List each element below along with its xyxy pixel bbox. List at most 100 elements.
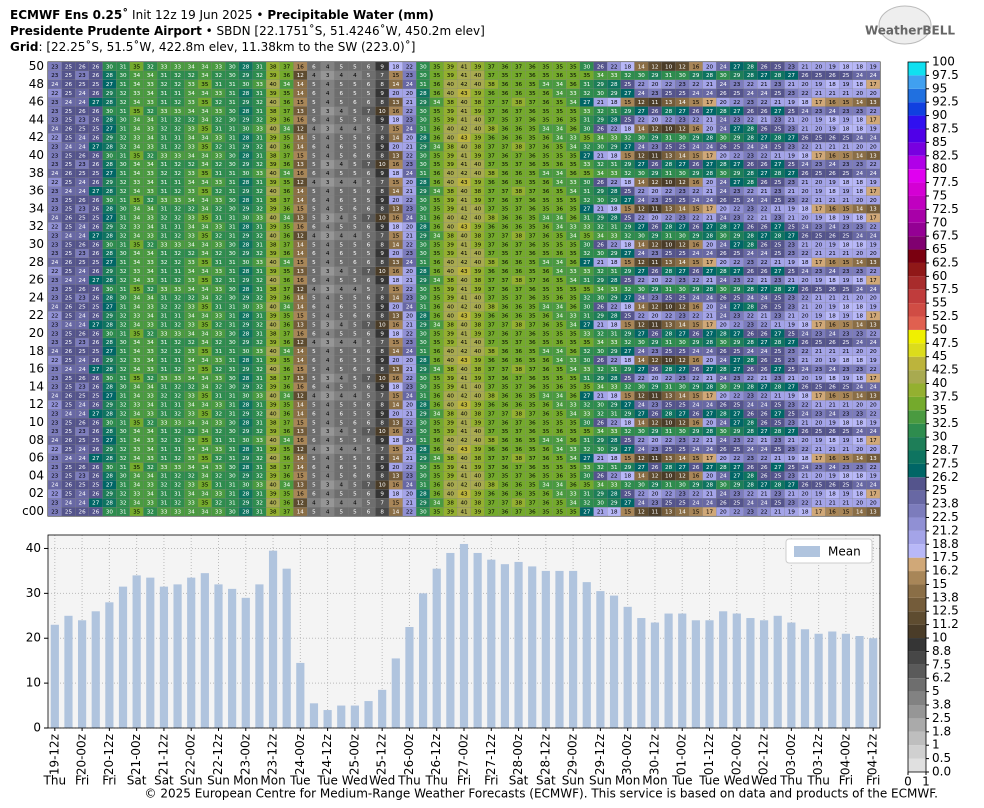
cell-label: 3 [326,180,330,186]
cell-label: 4 [326,403,330,409]
cell-label: 24 [747,296,755,302]
cell-label: 34 [201,403,209,409]
cell-label: 23 [51,287,59,293]
cell-label: 3 [326,500,330,506]
cell-label: 40 [474,474,482,480]
cell-label: 29 [610,447,618,453]
cell-label: 38 [488,438,496,444]
cell-label: 25 [79,305,87,311]
cell-label: 35 [556,509,564,515]
cell-label: 25 [788,465,796,471]
cell-label: 30 [119,251,127,257]
cell-label: 23 [747,207,755,213]
cell-label: 23 [679,216,687,222]
cell-label: 26 [801,483,809,489]
cell-label: 32 [215,456,222,462]
cell-label: 28 [106,162,114,168]
cell-label: 34 [201,376,209,382]
cell-label: 24 [638,296,646,302]
cell-label: 35 [570,162,578,168]
cell-label: 23 [788,420,796,426]
cell-label: 9 [380,278,384,284]
cell-label: 32 [256,296,263,302]
cell-label: 37 [488,411,496,417]
cell-label: 6 [339,251,343,257]
cell-label: 31 [174,492,182,498]
cell-label: 32 [160,394,167,400]
cell-label: 18 [624,474,632,480]
cell-label: 21 [801,420,809,426]
cell-label: 36 [542,233,550,239]
cell-label: 19 [870,305,878,311]
logo-globe [878,5,932,45]
cell-label: 29 [420,456,428,462]
cell-label: 19 [788,260,796,266]
cell-label: 19 [829,242,837,248]
cell-label: 34 [597,385,605,391]
cell-label: 40 [447,349,455,355]
cell-label: 34 [556,438,564,444]
cell-label: 39 [474,314,482,320]
cell-label: 5 [339,367,343,373]
cell-label: 26 [829,340,837,346]
cell-label: 25 [774,358,782,364]
cell-label: 20 [651,314,659,320]
cell-label: 35 [542,287,550,293]
cell-label: 27 [733,180,741,186]
cell-label: 22 [406,198,413,204]
cell-label: 30 [106,331,114,337]
cell-label: 27 [706,224,714,230]
cell-label: 21 [788,216,796,222]
cell-label: 30 [119,296,127,302]
cell-label: 4 [326,438,330,444]
cell-label: 23 [51,385,59,391]
cell-label: 29 [624,465,632,471]
cell-label: 24 [856,340,864,346]
cell-label: 13 [870,207,878,213]
cell-label: 34 [597,340,605,346]
cell-label: 39 [269,358,277,364]
cell-label: 9 [380,385,384,391]
cell-label: 40 [474,394,482,400]
cell-label: 26 [92,198,100,204]
cell-label: 34 [133,171,141,177]
cell-label: 5 [367,198,371,204]
title-part: Precipitable Water (mm) [267,8,434,22]
cell-label: 4 [326,420,330,426]
cell-label: 29 [651,287,659,293]
cell-label: 26 [801,385,809,391]
cell-label: 35 [201,216,209,222]
cell-label: 20 [870,296,878,302]
cell-label: 5 [339,171,343,177]
cell-label: 31 [119,438,127,444]
cell-label: 5 [367,500,371,506]
cell-label: 12 [638,207,645,213]
cell-label: 32 [160,438,167,444]
cell-label: 18 [610,322,618,328]
cell-label: 29 [733,340,741,346]
cell-label: 18 [610,394,618,400]
cell-label: 24 [692,447,700,453]
cell-label: 24 [638,403,646,409]
cell-label: 25 [79,216,87,222]
cell-label: 36 [433,438,441,444]
cell-label: 20 [406,314,414,320]
cell-label: 23 [842,224,850,230]
cell-label: 27 [774,331,782,337]
cell-label: 24 [51,438,59,444]
cell-label: 35 [542,474,550,480]
cell-label: 23 [51,340,59,346]
cell-label: 31 [229,269,237,275]
cell-label: 24 [51,305,59,311]
cell-label: 37 [488,340,496,346]
cell-label: 18 [801,456,809,462]
cell-label: 35 [133,331,141,337]
cell-label: 6 [312,224,316,230]
cell-label: 28 [242,403,250,409]
cell-label: 19 [788,456,796,462]
cell-label: 24 [856,287,864,293]
cell-label: 43 [460,403,468,409]
cell-label: 28 [706,171,714,177]
cell-label: 37 [283,376,291,382]
cell-label: 38 [515,189,523,195]
